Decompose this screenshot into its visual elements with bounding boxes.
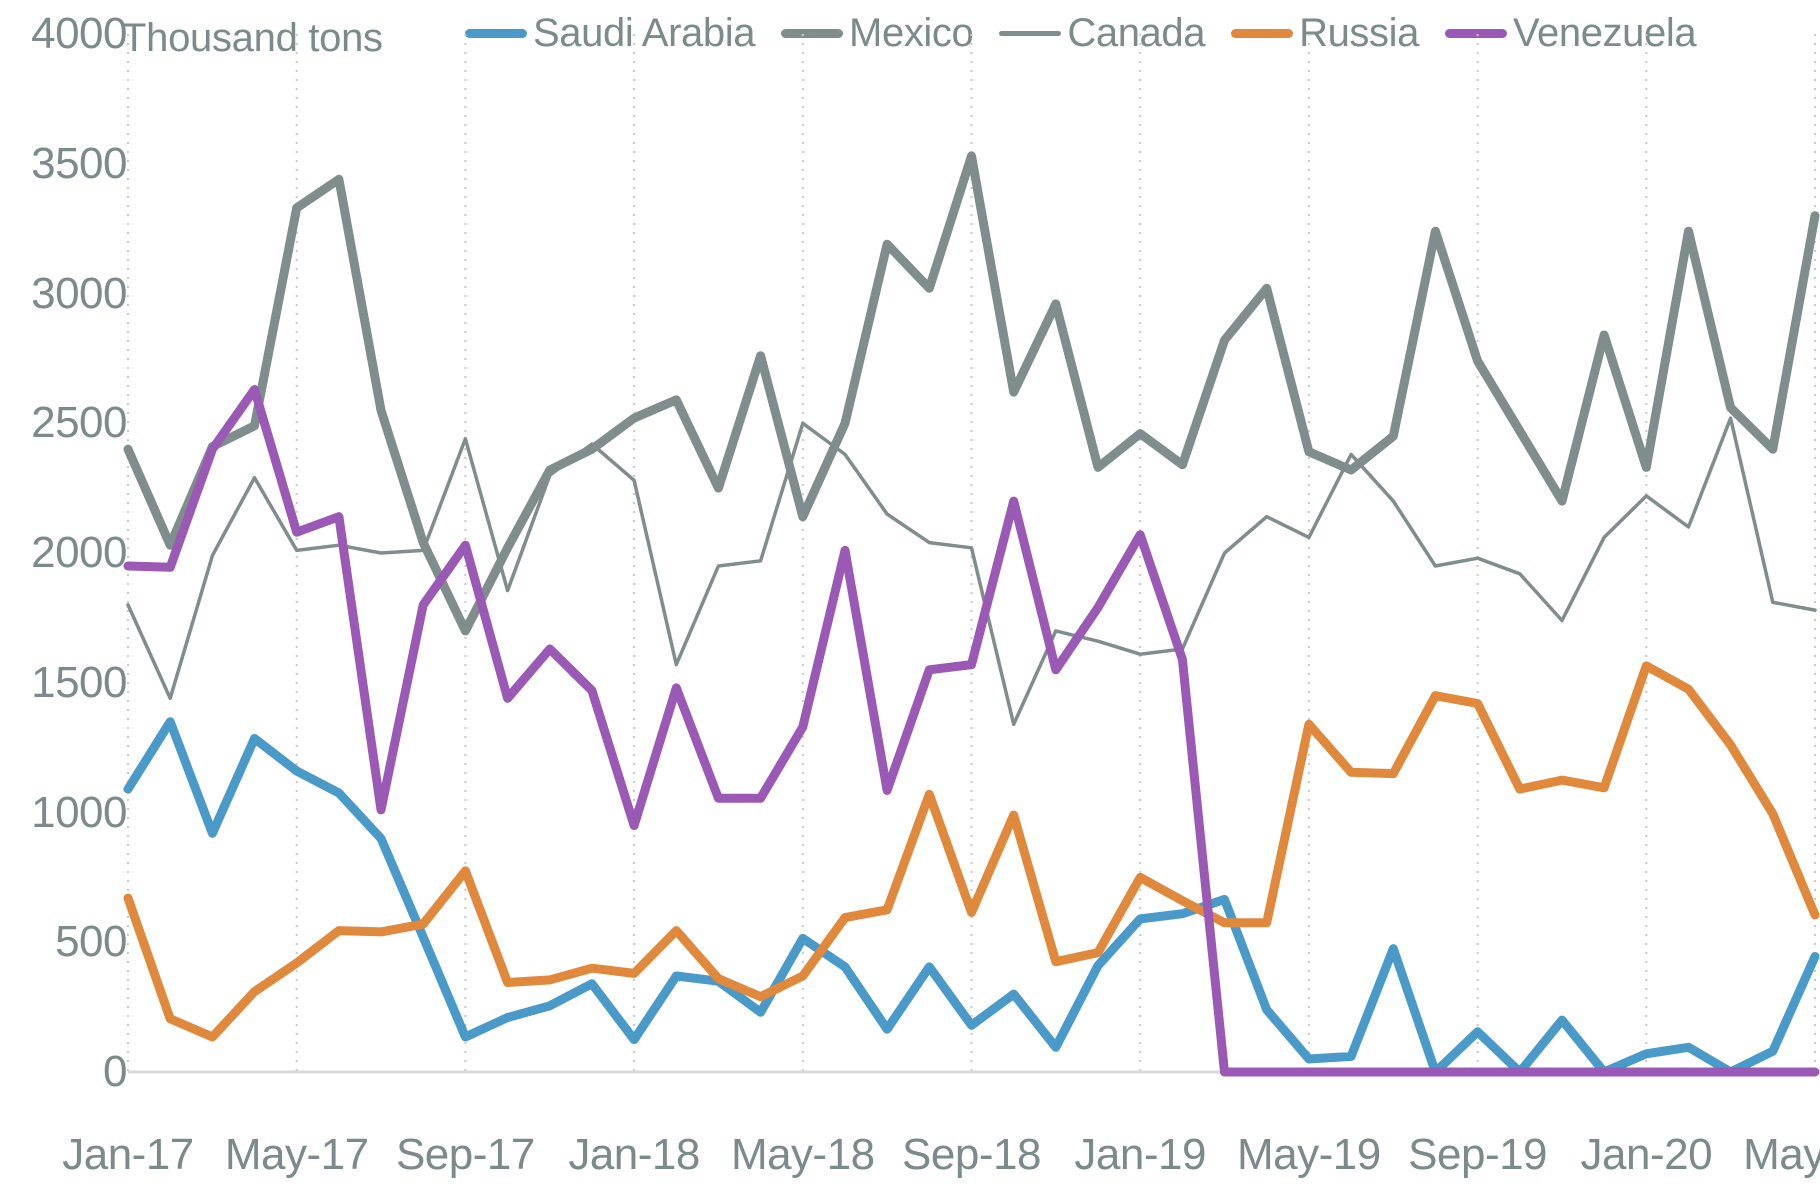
- y-axis-tick-label: 4000: [31, 9, 127, 58]
- y-axis-tick-label: 1500: [31, 657, 127, 707]
- y-axis-tick-label: 2000: [31, 528, 127, 577]
- legend-swatch-icon: [999, 30, 1062, 36]
- legend-label: Mexico: [849, 11, 974, 55]
- y-axis-tick-label: 0: [103, 1047, 127, 1096]
- x-axis-tick-label: May-20: [1743, 1130, 1820, 1179]
- x-axis-tick-label: Sep-17: [395, 1130, 535, 1179]
- x-axis-tick-label: May-18: [730, 1130, 875, 1179]
- legend-swatch-icon: [465, 28, 527, 38]
- y-axis-tick-label: 500: [55, 917, 127, 967]
- legend-item-canada[interactable]: Canada: [999, 13, 1205, 53]
- legend-swatch-icon: [1231, 28, 1294, 38]
- series-line-venezuela[interactable]: [123, 385, 1820, 1077]
- x-axis-tick-label: Jan-17: [62, 1130, 194, 1179]
- x-axis-tick-label: Sep-19: [1408, 1130, 1548, 1179]
- y-axis-tick-label: 3500: [31, 138, 127, 188]
- legend-label: Russia: [1299, 11, 1419, 55]
- y-axis: 0 500 1000 1500 2000 2500 3000 3500 4000: [0, 0, 128, 1202]
- y-axis-tick-label: 1000: [31, 787, 127, 837]
- x-axis-tick-label: May-17: [224, 1130, 369, 1179]
- x-axis-tick-label: Jan-20: [1580, 1130, 1713, 1179]
- legend-item-mexico[interactable]: Mexico: [781, 11, 974, 55]
- x-axis-tick-label: Sep-18: [902, 1130, 1041, 1179]
- y-axis-tick-label: 3000: [31, 268, 127, 318]
- series-line-russia[interactable]: [123, 661, 1820, 1042]
- legend-swatch-icon: [1444, 28, 1507, 38]
- series-line-saudi-arabia[interactable]: [123, 717, 1820, 1077]
- legend-swatch-icon: [781, 28, 844, 38]
- legend-item-venezuela[interactable]: Venezuela: [1444, 11, 1697, 55]
- axis-units-label: Thousand tons: [122, 16, 383, 60]
- series-line-canada[interactable]: [126, 416, 1817, 727]
- legend-item-russia[interactable]: Russia: [1231, 13, 1419, 53]
- x-axis-tick-label: May-19: [1237, 1130, 1381, 1179]
- legend-label: Saudi Arabia: [533, 11, 756, 55]
- legend-label: Canada: [1067, 11, 1206, 55]
- y-axis-tick-label: 2500: [31, 398, 127, 448]
- series-line-mexico[interactable]: [123, 151, 1820, 636]
- legend-label: Venezuela: [1512, 11, 1697, 55]
- x-axis-tick-label: Jan-18: [568, 1130, 700, 1179]
- chart-legend: Saudi Arabia Mexico Canada Russia Venezuela: [465, 8, 1722, 58]
- x-axis-tick-label: Jan-19: [1074, 1130, 1206, 1179]
- legend-item-saudi-arabia[interactable]: Saudi Arabia: [465, 13, 755, 53]
